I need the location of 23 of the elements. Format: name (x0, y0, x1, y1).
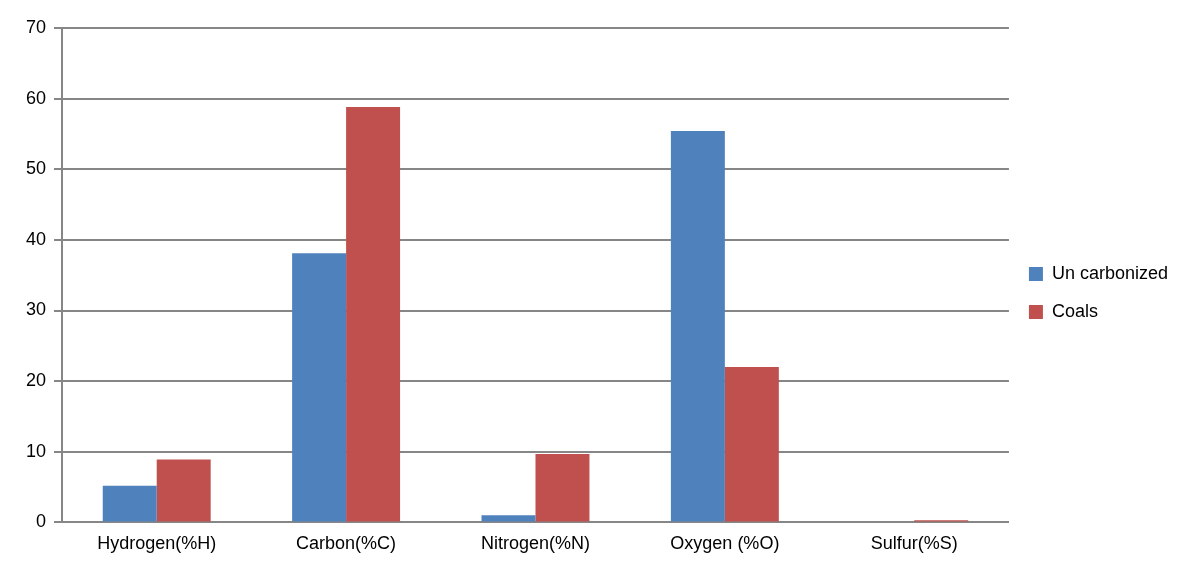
y-tick-label: 70 (25, 16, 47, 37)
y-tick-label: 10 (25, 440, 47, 461)
x-tick-label: Sulfur(%S) (870, 533, 958, 554)
legend-label: Un carbonized (1051, 262, 1169, 283)
y-tick-label: 20 (25, 370, 47, 391)
bar (292, 253, 347, 522)
bar (346, 107, 401, 522)
x-tick-label: Oxygen (%O) (670, 533, 780, 554)
bar (535, 453, 590, 522)
bar (102, 485, 157, 522)
bar (724, 367, 779, 522)
y-tick-label: 0 (36, 511, 47, 532)
x-tick-label: Nitrogen(%N) (480, 533, 590, 554)
bar (670, 131, 725, 522)
bar (481, 515, 536, 522)
y-tick-label: 30 (25, 299, 47, 320)
y-tick-label: 40 (25, 228, 47, 249)
y-tick-label: 60 (25, 87, 47, 108)
legend-label: Coals (1051, 300, 1098, 321)
x-tick-label: Carbon(%C) (296, 533, 397, 554)
bar (156, 459, 211, 522)
x-tick-label: Hydrogen(%H) (97, 533, 217, 554)
y-tick-label: 50 (25, 158, 47, 179)
